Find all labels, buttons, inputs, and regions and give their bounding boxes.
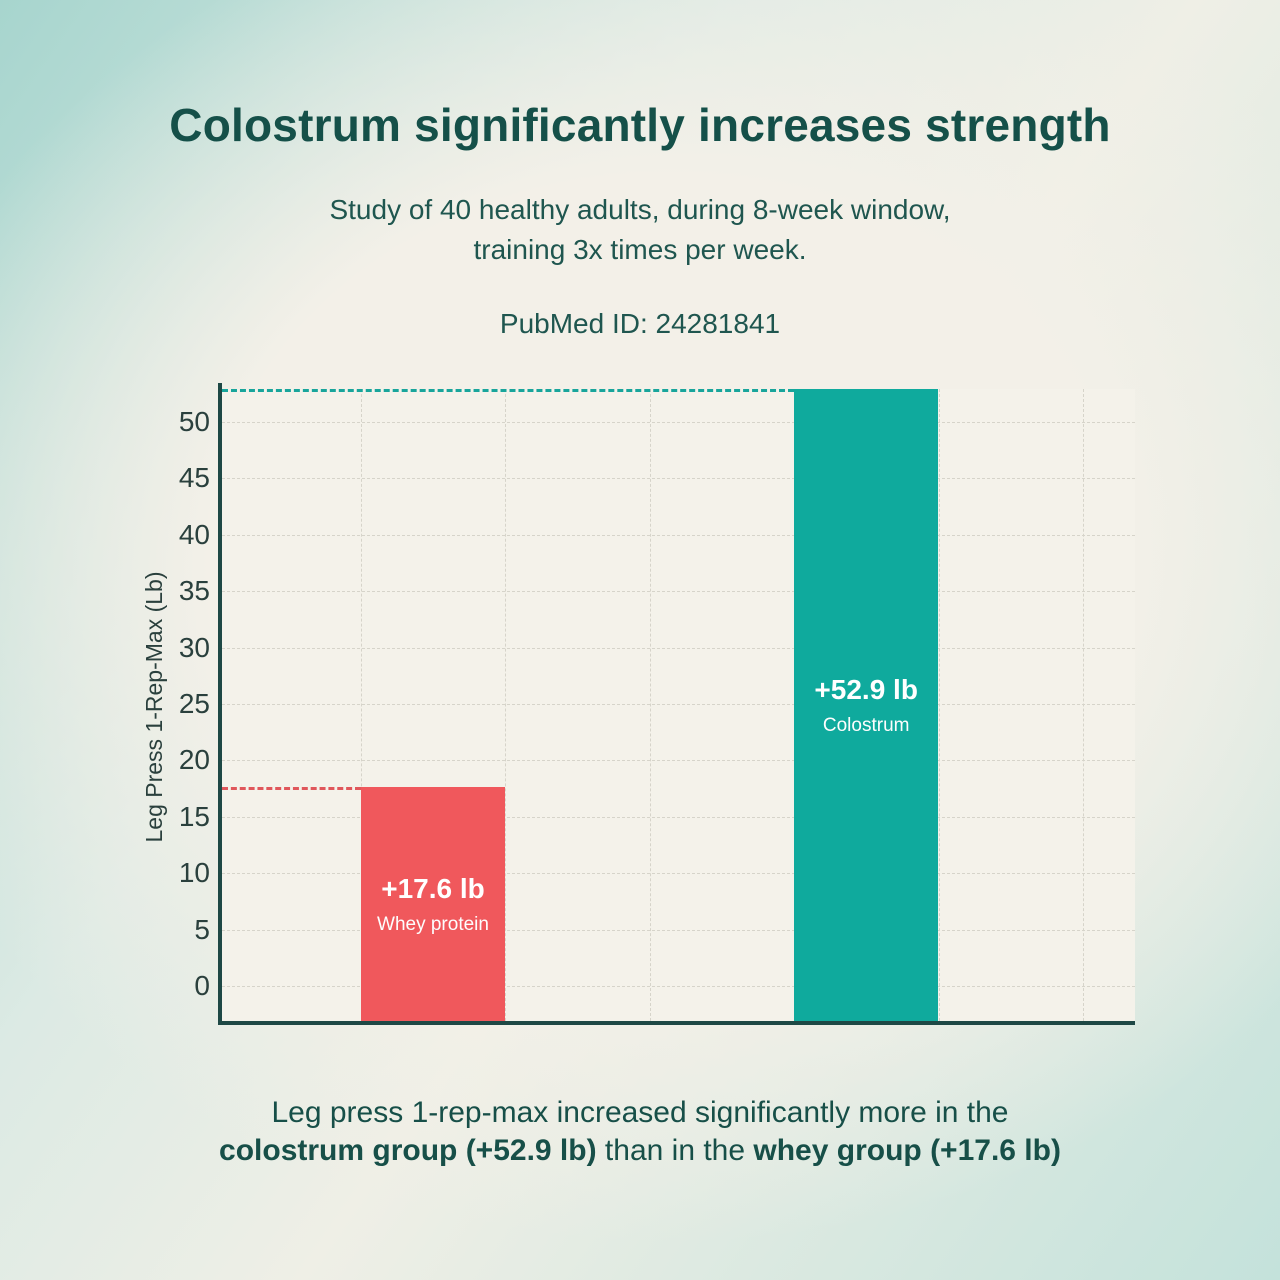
horizontal-gridline [222, 704, 1135, 705]
bar-value-label: +52.9 lb [814, 673, 918, 705]
vertical-gridline [361, 389, 362, 1021]
y-tick-label: 20 [178, 744, 210, 776]
horizontal-gridline [222, 929, 1135, 931]
horizontal-gridline [222, 986, 1135, 987]
subtitle-line-2: training 3x times per week. [473, 234, 807, 265]
subtitle-line-1: Study of 40 healthy adults, during 8-wee… [329, 194, 951, 225]
y-tick-label: 10 [178, 857, 210, 889]
x-axis-line [218, 1021, 1135, 1025]
y-axis-line [218, 383, 222, 1025]
bar-category-label: Whey protein [377, 913, 489, 935]
y-tick-label: 5 [194, 913, 210, 945]
plot-area: +17.6 lb Whey protein +52.9 lb Colostrum [222, 389, 1135, 1021]
horizontal-gridline [222, 760, 1135, 762]
y-tick-label: 25 [178, 688, 210, 719]
horizontal-gridline [222, 873, 1135, 875]
caption-bold-colostrum: colostrum group (+52.9 lb) [219, 1134, 597, 1167]
caption-line-1: Leg press 1-rep-max increased significan… [271, 1096, 1009, 1129]
bar-category-label: Colostrum [822, 714, 910, 736]
caption-line-2: colostrum group (+52.9 lb) than in the w… [0, 1134, 1280, 1168]
caption-bold-whey: whey group (+17.6 lb) [753, 1134, 1061, 1167]
horizontal-gridline [222, 422, 1135, 423]
pubmed-id: PubMed ID: 24281841 [499, 308, 781, 339]
horizontal-gridline [222, 647, 1135, 649]
horizontal-gridline [222, 591, 1135, 593]
reference-dashed-line [222, 787, 361, 791]
horizontal-gridline [222, 534, 1135, 536]
y-tick-label: 45 [178, 462, 210, 494]
y-tick-label: 40 [178, 518, 210, 550]
vertical-gridline [505, 389, 507, 1021]
page-title: Colostrum significantly increases streng… [169, 99, 1111, 151]
vertical-gridline [1083, 389, 1084, 1021]
y-tick-label: 30 [178, 631, 210, 663]
y-tick-label: 35 [178, 575, 210, 607]
vertical-gridline [649, 389, 651, 1021]
reference-dashed-line [222, 389, 795, 393]
vertical-gridline [938, 389, 940, 1021]
bar-value-label: +17.6 lb [381, 872, 485, 904]
caption-middle-text: than in the [596, 1134, 754, 1167]
bar-colostrum: +52.9 lb Colostrum [794, 389, 939, 1021]
horizontal-gridline [222, 478, 1135, 480]
y-tick-label: 50 [178, 406, 210, 437]
y-tick-label: 15 [178, 800, 210, 832]
y-tick-label: 0 [194, 970, 210, 1001]
bar-whey-protein: +17.6 lb Whey protein [361, 787, 505, 1021]
horizontal-gridline [222, 816, 1135, 818]
